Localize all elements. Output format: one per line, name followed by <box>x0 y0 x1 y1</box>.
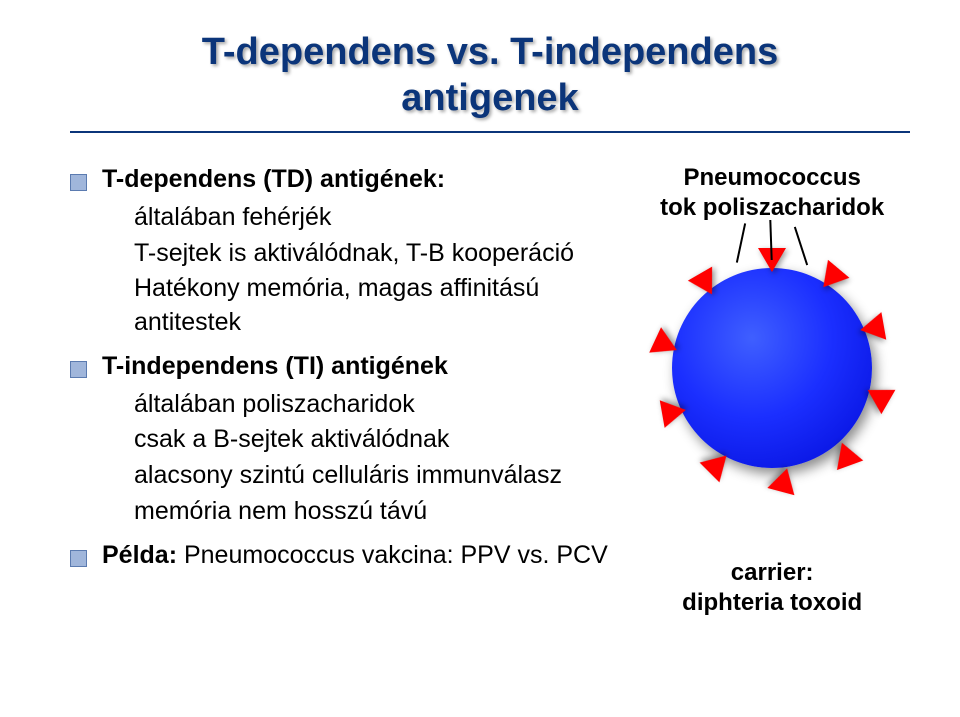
antigen-triangle-icon <box>660 396 688 428</box>
bullet-heading: T-independens (TI) antigének <box>102 352 448 380</box>
title-line-2: antigenek <box>401 77 578 119</box>
pointer-line-icon <box>736 223 746 263</box>
slide: T-dependens vs. T-independens antigenek … <box>0 0 960 717</box>
title-line-1: T-dependens vs. T-independens <box>202 31 778 73</box>
left-column: T-dependens (TD) antigének: általában fe… <box>70 163 624 618</box>
pointer-line-icon <box>794 227 808 266</box>
pneumococcus-diagram <box>642 238 902 498</box>
sub-item: Hatékony memória, magas affinitású antit… <box>102 272 624 340</box>
bullet-heading: Példa: Pneumococcus vakcina: PPV vs. PCV <box>102 541 608 569</box>
antigen-triangle-icon <box>768 465 801 495</box>
antigen-triangle-icon <box>858 312 886 344</box>
sub-item: T-sejtek is aktiválódnak, T-B kooperáció <box>102 237 624 271</box>
label-line: Pneumococcus <box>683 164 860 191</box>
sub-item: általában poliszacharidok <box>102 388 624 422</box>
bullet-item: Példa: Pneumococcus vakcina: PPV vs. PCV <box>70 539 624 573</box>
sub-item: memória nem hosszú távú <box>102 495 624 529</box>
diagram-top-label: Pneumococcus tok poliszacharidok <box>660 163 884 223</box>
label-line: diphteria toxoid <box>682 589 862 616</box>
sub-item: alacsony szintú celluláris immunválasz <box>102 459 624 493</box>
sub-item: csak a B-sejtek aktiválódnak <box>102 423 624 457</box>
label-line: carrier: <box>731 559 814 586</box>
bullet-heading: T-dependens (TD) antigének: <box>102 165 445 193</box>
pointer-line-icon <box>769 220 772 260</box>
sub-item: általában fehérjék <box>102 201 624 235</box>
content-row: T-dependens (TD) antigének: általában fe… <box>70 163 910 618</box>
sub-list: általában fehérjék T-sejtek is aktiválód… <box>102 201 624 340</box>
title-rule <box>70 131 910 133</box>
right-column: Pneumococcus tok poliszacharidok carrier… <box>634 163 910 618</box>
bullet-list: T-dependens (TD) antigének: általában fe… <box>70 163 624 572</box>
slide-title: T-dependens vs. T-independens antigenek <box>70 30 910 121</box>
sub-list: általában poliszacharidok csak a B-sejte… <box>102 388 624 529</box>
bullet-item: T-dependens (TD) antigének: általában fe… <box>70 163 624 340</box>
bullet-item: T-independens (TI) antigének általában p… <box>70 350 624 529</box>
label-line: tok poliszacharidok <box>660 194 884 221</box>
carrier-label: carrier: diphteria toxoid <box>682 558 862 618</box>
